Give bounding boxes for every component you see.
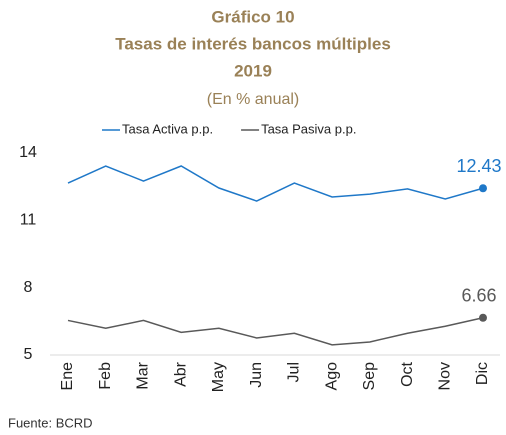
chart-title: Gráfico 10 bbox=[211, 7, 294, 26]
y-tick-label: 5 bbox=[24, 346, 33, 363]
x-tick-label: Mar bbox=[135, 361, 152, 389]
y-tick-label: 14 bbox=[19, 144, 37, 161]
chart-title: 2019 bbox=[234, 61, 272, 80]
x-tick-label: Ago bbox=[323, 362, 340, 391]
x-tick-label: Jul bbox=[286, 362, 303, 382]
x-tick-label: May bbox=[210, 362, 227, 392]
chart-subtitle: (En % anual) bbox=[207, 91, 300, 108]
x-tick-label: Dic bbox=[474, 362, 491, 385]
x-tick-label: Jun bbox=[248, 362, 265, 388]
x-tick-label: Feb bbox=[97, 362, 114, 390]
series-line bbox=[67, 165, 484, 202]
x-tick-label: Sep bbox=[361, 362, 378, 391]
data-label: 12.43 bbox=[456, 156, 501, 176]
chart-title: Tasas de interés bancos múltiples bbox=[115, 34, 391, 53]
y-tick-label: 11 bbox=[20, 212, 37, 229]
x-tick-label: Abr bbox=[172, 361, 189, 387]
x-tick-label: Oct bbox=[399, 361, 416, 386]
source: Fuente: BCRD bbox=[8, 415, 93, 430]
point-marker bbox=[479, 184, 487, 193]
x-tick-label: Ene bbox=[59, 362, 76, 391]
x-tick-label: Nov bbox=[436, 362, 453, 390]
series-line bbox=[67, 317, 484, 346]
y-tick-label: 8 bbox=[24, 279, 33, 296]
legend-label: Tasa Activa p.p. bbox=[122, 121, 213, 136]
data-label: 6.66 bbox=[461, 285, 496, 305]
legend-label: Tasa Pasiva p.p. bbox=[261, 121, 356, 136]
point-marker bbox=[479, 313, 487, 322]
